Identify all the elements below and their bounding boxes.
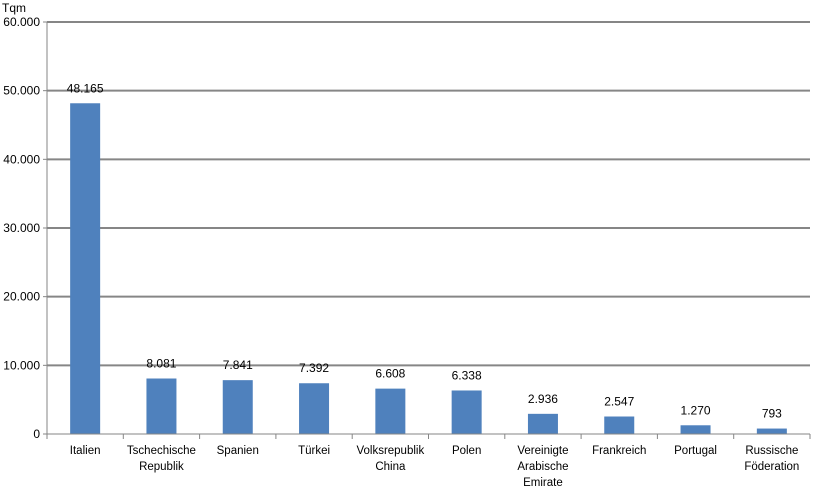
category-label: Portugal [674,445,717,457]
y-unit-label: Tqm [2,1,26,15]
bar [70,103,101,434]
category-label: Russische Föderation [744,445,799,473]
y-tick-label: 0 [33,427,40,441]
category-label: Volksrepublik China [356,445,424,473]
bar [451,390,482,434]
category-label: Türkei [298,445,330,457]
category-label: Vereinigte Arabische Emirate [517,445,568,487]
y-tick-label: 30.000 [3,221,40,235]
bar [222,380,253,434]
y-tick-label: 10.000 [3,358,40,372]
data-label: 1.270 [681,403,711,417]
category-label: Spanien [217,445,259,457]
bar [146,378,177,434]
bar [375,388,406,434]
data-labels: 48.165 8.081 7.841 7.392 6.608 6.338 2.936 2.54… [67,81,782,420]
gridlines [47,21,810,367]
bar [604,416,635,434]
bar [299,383,330,434]
category-label: Frankreich [592,445,646,457]
category-labels: Italien Tschechische Republik Spanien Türkei… [70,445,800,487]
data-label: 2.936 [528,392,558,406]
data-label: 793 [762,407,782,421]
y-tick-label: 60.000 [3,15,40,29]
category-label: Italien [70,445,101,457]
y-tick-label: 50.000 [3,84,40,98]
data-label: 6.608 [375,367,405,381]
y-tick-label: 20.000 [3,290,40,304]
y-tick-label: 40.000 [3,152,40,166]
category-label: Tschechische Republik [127,445,196,473]
bar [680,425,711,434]
data-label: 48.165 [67,81,104,95]
axes [43,21,811,439]
category-label: Polen [452,445,481,457]
data-label: 6.338 [452,368,482,382]
bar [527,413,558,434]
data-label: 8.081 [146,357,176,371]
y-tick-labels: 0 10.000 20.000 30.000 40.000 50.000 60.000 [3,15,40,441]
bar [756,428,787,434]
data-label: 2.547 [604,395,634,409]
bars [70,103,787,434]
data-label: 7.841 [223,358,253,372]
data-label: 7.392 [299,361,329,375]
